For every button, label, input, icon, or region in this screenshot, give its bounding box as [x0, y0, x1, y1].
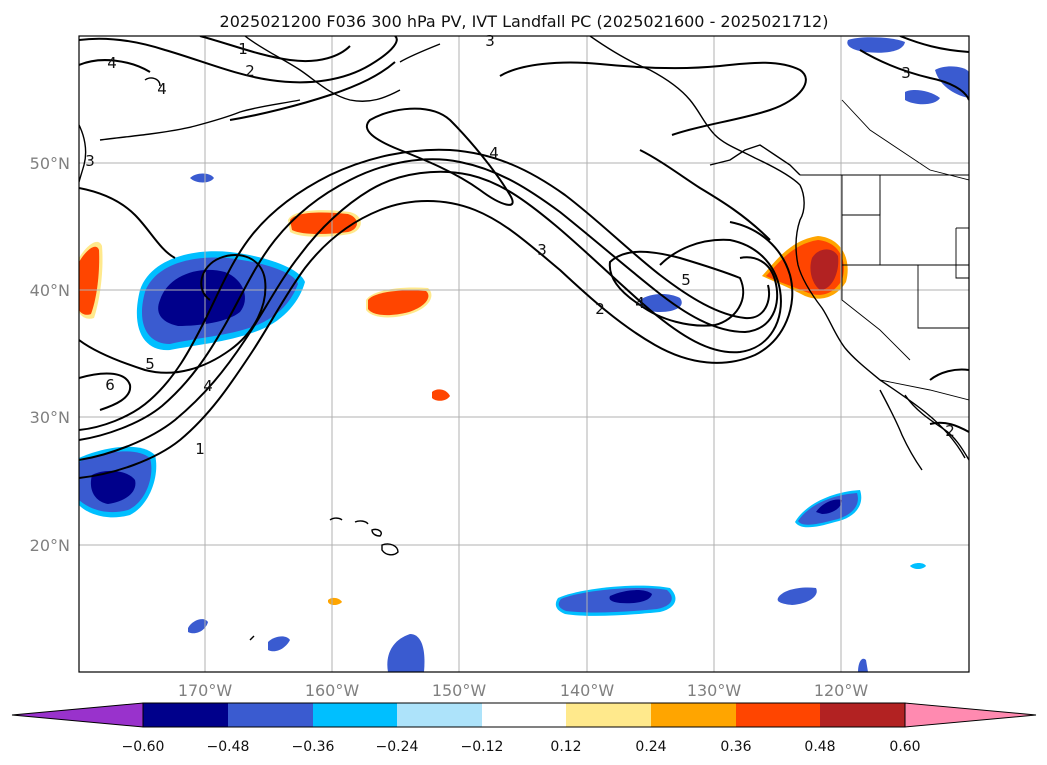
contour-label: 1: [238, 40, 248, 58]
anomaly-blob: [79, 246, 100, 315]
contour-label: 5: [145, 355, 155, 373]
colorbar-tick-label: 0.60: [889, 739, 920, 755]
lat-label-40n: 40°N: [30, 281, 70, 300]
contour-label: 4: [107, 54, 117, 72]
contour-label: 3: [537, 241, 547, 259]
anomaly-blob: [188, 619, 208, 634]
anomaly-blob: [90, 470, 136, 504]
anomaly-blob: [858, 658, 868, 672]
anomaly-blob: [810, 249, 839, 290]
lon-label-130w: 130°W: [687, 681, 742, 700]
colorbar-left-extend: [11, 702, 144, 728]
colorbar-segment: [566, 703, 651, 727]
pv-contours: [79, 36, 969, 479]
contour-label: 4: [489, 144, 499, 162]
colorbar: −0.60 −0.48 −0.36 −0.24 −0.12 0.12 0.24 …: [11, 702, 1037, 755]
longitude-labels: 170°W 160°W 150°W 140°W 130°W 120°W: [178, 681, 869, 700]
colorbar-tick-label: −0.24: [376, 739, 419, 755]
anomaly-blob: [609, 590, 652, 604]
colorbar-frame: [142, 702, 906, 728]
colorbar-segment: [820, 703, 905, 727]
contour-label: 2: [595, 300, 605, 318]
contour-label: 3: [85, 152, 95, 170]
lat-label-30n: 30°N: [30, 408, 70, 427]
lon-label-140w: 140°W: [560, 681, 615, 700]
anomaly-blob: [905, 90, 940, 105]
contour-label: 4: [157, 80, 167, 98]
colorbar-segment: [143, 703, 228, 727]
colorbar-tick-label: 0.24: [635, 739, 666, 755]
colorbar-segment: [228, 703, 313, 727]
colorbar-segment: [397, 703, 482, 727]
gridlines: [79, 36, 969, 672]
contour-label: 1: [195, 440, 205, 458]
lon-label-160w: 160°W: [305, 681, 360, 700]
anomaly-blob: [639, 294, 682, 312]
map-area: [79, 36, 969, 672]
anomaly-blob: [290, 212, 357, 235]
map-frame: [78, 35, 970, 673]
lat-label-50n: 50°N: [30, 154, 70, 173]
anomaly-blob: [847, 37, 905, 53]
colorbar-segment: [482, 703, 566, 727]
contour-labels: 1 2 3 4 5 6 4 5 4 3 2 1 2 3 4 3 4: [85, 32, 955, 458]
anomaly-blob: [268, 636, 290, 652]
map-title: 2025021200 F036 300 hPa PV, IVT Landfall…: [220, 12, 829, 31]
colorbar-tick-label: 0.48: [804, 739, 835, 755]
contour-label: 5: [681, 271, 691, 289]
contour-label: 4: [635, 294, 645, 312]
colorbar-tick-label: 0.36: [720, 739, 751, 755]
colorbar-tick-label: −0.12: [461, 739, 504, 755]
political-borders: [800, 99, 969, 401]
colorbar-segment: [651, 703, 736, 727]
contour-label: 3: [485, 32, 495, 50]
map-content: [79, 36, 969, 672]
anomaly-blob: [910, 563, 926, 569]
colorbar-tick-label: 0.12: [550, 739, 581, 755]
contour-label: 2: [945, 422, 955, 440]
contour-label: 3: [901, 64, 911, 82]
anomaly-blob: [432, 389, 450, 401]
colorbar-tick-label: −0.48: [207, 739, 250, 755]
positive-anomaly-fills: [79, 210, 848, 605]
contour-label: 4: [203, 377, 213, 395]
contour-label: 2: [245, 62, 255, 80]
anomaly-blob: [387, 634, 425, 672]
latitude-labels: 50°N 40°N 30°N 20°N: [30, 154, 70, 555]
lon-label-120w: 120°W: [814, 681, 869, 700]
coastlines: [79, 36, 969, 641]
lat-label-20n: 20°N: [30, 536, 70, 555]
colorbar-tick-label: −0.36: [292, 739, 335, 755]
anomaly-blob: [816, 499, 842, 514]
anomaly-blob: [190, 173, 214, 183]
negative-anomaly-fills: [79, 37, 969, 672]
anomaly-blob: [777, 587, 817, 605]
contour-label: 6: [105, 376, 115, 394]
lon-label-170w: 170°W: [178, 681, 233, 700]
colorbar-segment: [313, 703, 397, 727]
colorbar-tick-label: −0.60: [122, 739, 165, 755]
lon-label-150w: 150°W: [432, 681, 487, 700]
anomaly-blob: [368, 290, 429, 316]
colorbar-segment: [736, 703, 820, 727]
colorbar-right-extend: [904, 702, 1037, 728]
